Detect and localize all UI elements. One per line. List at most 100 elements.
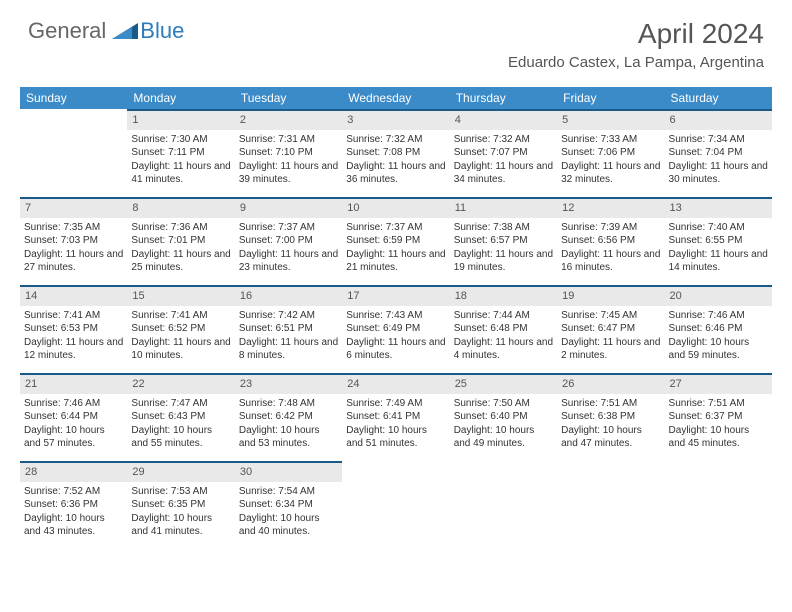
- calendar-empty-cell: [342, 461, 449, 549]
- day-content: 30Sunrise: 7:54 AMSunset: 6:34 PMDayligh…: [235, 461, 342, 543]
- sunrise-text: Sunrise: 7:32 AM: [454, 133, 553, 147]
- sunrise-text: Sunrise: 7:48 AM: [239, 397, 338, 411]
- daylight-text: Daylight: 10 hours and 53 minutes.: [239, 424, 338, 451]
- daylight-text: Daylight: 10 hours and 43 minutes.: [24, 512, 123, 539]
- calendar-empty-cell: [450, 461, 557, 549]
- sunset-text: Sunset: 6:37 PM: [669, 410, 768, 424]
- sunrise-text: Sunrise: 7:36 AM: [131, 221, 230, 235]
- daylight-text: Daylight: 11 hours and 36 minutes.: [346, 160, 445, 187]
- calendar-day-cell: 8Sunrise: 7:36 AMSunset: 7:01 PMDaylight…: [127, 197, 234, 285]
- sunrise-text: Sunrise: 7:37 AM: [239, 221, 338, 235]
- day-number: 30: [235, 461, 342, 482]
- calendar-day-cell: 6 Sunrise: 7:34 AMSunset: 7:04 PMDaylight…: [665, 109, 772, 197]
- day-content: 16 Sunrise: 7:42 AMSunset: 6:51 PMDayligh…: [235, 285, 342, 367]
- day-number: 12: [557, 197, 664, 218]
- sunrise-text: Sunrise: 7:47 AM: [131, 397, 230, 411]
- calendar-day-cell: 25Sunrise: 7:50 AMSunset: 6:40 PMDayligh…: [450, 373, 557, 461]
- daylight-text: Daylight: 11 hours and 32 minutes.: [561, 160, 660, 187]
- daylight-text: Daylight: 11 hours and 21 minutes.: [346, 248, 445, 275]
- day-number: 6: [665, 109, 772, 130]
- calendar-week-row: 7Sunrise: 7:35 AMSunset: 7:03 PMDaylight…: [20, 197, 772, 285]
- day-number: 25: [450, 373, 557, 394]
- day-number: 16: [235, 285, 342, 306]
- day-content: 14Sunrise: 7:41 AMSunset: 6:53 PMDayligh…: [20, 285, 127, 367]
- calendar-day-cell: 9Sunrise: 7:37 AMSunset: 7:00 PMDaylight…: [235, 197, 342, 285]
- calendar-day-cell: 24Sunrise: 7:49 AMSunset: 6:41 PMDayligh…: [342, 373, 449, 461]
- day-number: 1: [127, 109, 234, 130]
- day-number: 4: [450, 109, 557, 130]
- calendar-day-cell: 10Sunrise: 7:37 AMSunset: 6:59 PMDayligh…: [342, 197, 449, 285]
- calendar-day-cell: 26Sunrise: 7:51 AMSunset: 6:38 PMDayligh…: [557, 373, 664, 461]
- calendar-day-cell: 19Sunrise: 7:45 AMSunset: 6:47 PMDayligh…: [557, 285, 664, 373]
- day-number: 26: [557, 373, 664, 394]
- sunset-text: Sunset: 6:38 PM: [561, 410, 660, 424]
- day-content: 11Sunrise: 7:38 AMSunset: 6:57 PMDayligh…: [450, 197, 557, 279]
- day-content: 8Sunrise: 7:36 AMSunset: 7:01 PMDaylight…: [127, 197, 234, 279]
- sunset-text: Sunset: 6:41 PM: [346, 410, 445, 424]
- sunrise-text: Sunrise: 7:41 AM: [131, 309, 230, 323]
- brand-text-general: General: [28, 18, 106, 44]
- day-content: 26Sunrise: 7:51 AMSunset: 6:38 PMDayligh…: [557, 373, 664, 455]
- calendar-day-cell: 21Sunrise: 7:46 AMSunset: 6:44 PMDayligh…: [20, 373, 127, 461]
- calendar-day-cell: 17Sunrise: 7:43 AMSunset: 6:49 PMDayligh…: [342, 285, 449, 373]
- sunset-text: Sunset: 7:03 PM: [24, 234, 123, 248]
- calendar-day-cell: 12Sunrise: 7:39 AMSunset: 6:56 PMDayligh…: [557, 197, 664, 285]
- sunset-text: Sunset: 6:44 PM: [24, 410, 123, 424]
- day-number: 28: [20, 461, 127, 482]
- daylight-text: Daylight: 10 hours and 55 minutes.: [131, 424, 230, 451]
- weekday-header: Saturday: [665, 87, 772, 109]
- location-subtitle: Eduardo Castex, La Pampa, Argentina: [508, 54, 764, 71]
- daylight-text: Daylight: 11 hours and 19 minutes.: [454, 248, 553, 275]
- calendar-day-cell: 4Sunrise: 7:32 AMSunset: 7:07 PMDaylight…: [450, 109, 557, 197]
- sunset-text: Sunset: 6:51 PM: [239, 322, 338, 336]
- sunset-text: Sunset: 6:42 PM: [239, 410, 338, 424]
- sunset-text: Sunset: 7:06 PM: [561, 146, 660, 160]
- daylight-text: Daylight: 10 hours and 49 minutes.: [454, 424, 553, 451]
- day-number: 22: [127, 373, 234, 394]
- sunrise-text: Sunrise: 7:34 AM: [669, 133, 768, 147]
- weekday-header: Friday: [557, 87, 664, 109]
- day-content: 29Sunrise: 7:53 AMSunset: 6:35 PMDayligh…: [127, 461, 234, 543]
- day-content: 9Sunrise: 7:37 AMSunset: 7:00 PMDaylight…: [235, 197, 342, 279]
- calendar-table: SundayMondayTuesdayWednesdayThursdayFrid…: [20, 87, 772, 549]
- sunrise-text: Sunrise: 7:42 AM: [239, 309, 338, 323]
- sunset-text: Sunset: 6:34 PM: [239, 498, 338, 512]
- day-content: 21Sunrise: 7:46 AMSunset: 6:44 PMDayligh…: [20, 373, 127, 455]
- sunset-text: Sunset: 7:10 PM: [239, 146, 338, 160]
- sunrise-text: Sunrise: 7:50 AM: [454, 397, 553, 411]
- day-content: 13Sunrise: 7:40 AMSunset: 6:55 PMDayligh…: [665, 197, 772, 279]
- day-number: 11: [450, 197, 557, 218]
- calendar-day-cell: 27Sunrise: 7:51 AMSunset: 6:37 PMDayligh…: [665, 373, 772, 461]
- sunset-text: Sunset: 6:53 PM: [24, 322, 123, 336]
- daylight-text: Daylight: 11 hours and 30 minutes.: [669, 160, 768, 187]
- daylight-text: Daylight: 11 hours and 41 minutes.: [131, 160, 230, 187]
- day-number: 20: [665, 285, 772, 306]
- daylight-text: Daylight: 11 hours and 8 minutes.: [239, 336, 338, 363]
- calendar-day-cell: 5Sunrise: 7:33 AMSunset: 7:06 PMDaylight…: [557, 109, 664, 197]
- sunrise-text: Sunrise: 7:35 AM: [24, 221, 123, 235]
- sunrise-text: Sunrise: 7:41 AM: [24, 309, 123, 323]
- calendar-day-cell: 15Sunrise: 7:41 AMSunset: 6:52 PMDayligh…: [127, 285, 234, 373]
- title-block: April 2024 Eduardo Castex, La Pampa, Arg…: [508, 18, 764, 71]
- day-number: 10: [342, 197, 449, 218]
- day-number: 14: [20, 285, 127, 306]
- sunset-text: Sunset: 7:04 PM: [669, 146, 768, 160]
- sunrise-text: Sunrise: 7:43 AM: [346, 309, 445, 323]
- day-number: 17: [342, 285, 449, 306]
- calendar-day-cell: 28Sunrise: 7:52 AMSunset: 6:36 PMDayligh…: [20, 461, 127, 549]
- calendar-empty-cell: [557, 461, 664, 549]
- daylight-text: Daylight: 11 hours and 10 minutes.: [131, 336, 230, 363]
- calendar-day-cell: 7Sunrise: 7:35 AMSunset: 7:03 PMDaylight…: [20, 197, 127, 285]
- sunrise-text: Sunrise: 7:31 AM: [239, 133, 338, 147]
- day-number: 23: [235, 373, 342, 394]
- sunset-text: Sunset: 6:46 PM: [669, 322, 768, 336]
- sunset-text: Sunset: 7:07 PM: [454, 146, 553, 160]
- month-title: April 2024: [508, 18, 764, 50]
- day-content: 4Sunrise: 7:32 AMSunset: 7:07 PMDaylight…: [450, 109, 557, 191]
- sunrise-text: Sunrise: 7:32 AM: [346, 133, 445, 147]
- sunrise-text: Sunrise: 7:40 AM: [669, 221, 768, 235]
- day-number: 21: [20, 373, 127, 394]
- sunrise-text: Sunrise: 7:54 AM: [239, 485, 338, 499]
- calendar-day-cell: 3Sunrise: 7:32 AMSunset: 7:08 PMDaylight…: [342, 109, 449, 197]
- daylight-text: Daylight: 11 hours and 23 minutes.: [239, 248, 338, 275]
